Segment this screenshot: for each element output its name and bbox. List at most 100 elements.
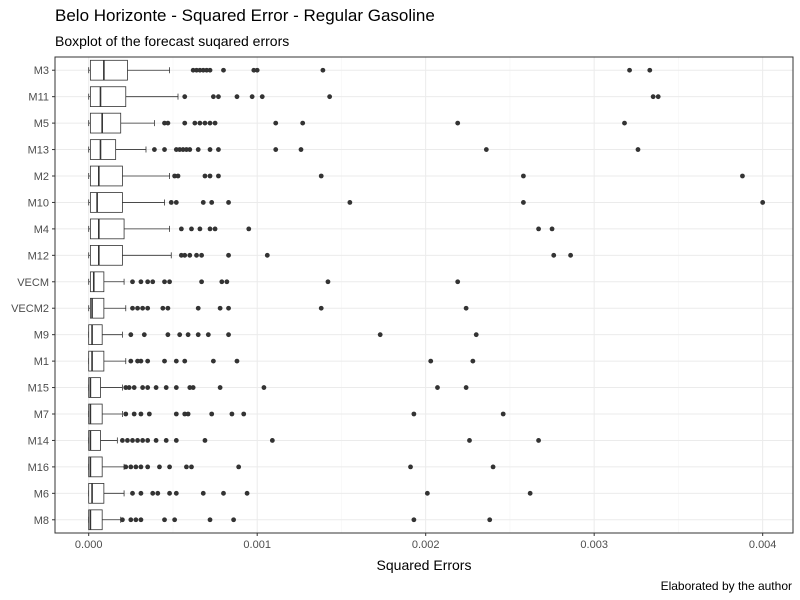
box-m14 xyxy=(88,430,541,451)
outlier-point xyxy=(133,517,139,523)
outlier-point xyxy=(130,438,135,443)
outlier-point xyxy=(635,147,641,152)
y-tick-label: M6 xyxy=(34,488,49,500)
outlier-point xyxy=(128,332,134,338)
outlier-point xyxy=(226,252,231,258)
outlier-point xyxy=(325,279,331,285)
outlier-point xyxy=(163,385,169,390)
y-tick-label: M12 xyxy=(28,250,49,262)
outlier-point xyxy=(140,305,146,311)
box-m13 xyxy=(88,139,641,160)
outlier-point xyxy=(173,438,179,443)
outlier-point xyxy=(408,464,413,470)
chart-subtitle: Boxplot of the forecast suqared errors xyxy=(55,33,290,49)
box-iqr xyxy=(88,456,103,478)
outlier-point xyxy=(165,305,171,311)
outlier-point xyxy=(135,358,140,364)
outlier-point xyxy=(210,94,216,100)
outlier-point xyxy=(455,279,461,285)
x-tick-label: 0.004 xyxy=(749,539,777,551)
outlier-point xyxy=(173,411,179,417)
outlier-point xyxy=(119,438,125,443)
box-iqr xyxy=(89,271,105,293)
box-iqr xyxy=(89,139,117,160)
outlier-point xyxy=(236,464,242,470)
y-tick-label: M8 xyxy=(34,515,49,527)
outlier-point xyxy=(536,226,541,232)
outlier-point xyxy=(165,332,171,338)
box-iqr xyxy=(89,218,125,240)
outlier-point xyxy=(130,490,135,496)
y-tick-label: M10 xyxy=(28,197,49,209)
outlier-point xyxy=(300,120,306,126)
outlier-point xyxy=(152,147,157,152)
outlier-point xyxy=(128,358,134,364)
outlier-point xyxy=(150,490,156,496)
outlier-point xyxy=(145,464,151,470)
box-iqr xyxy=(89,245,123,266)
x-axis-title: Squared Errors xyxy=(377,557,472,573)
y-tick-label: M5 xyxy=(34,118,49,130)
outlier-point xyxy=(135,438,140,443)
outlier-point xyxy=(490,464,496,470)
outlier-point xyxy=(226,305,231,311)
outlier-point xyxy=(254,67,260,73)
outlier-point xyxy=(167,279,172,285)
outlier-point xyxy=(428,358,434,364)
box-iqr xyxy=(88,509,103,531)
outlier-point xyxy=(470,358,476,364)
outlier-point xyxy=(189,226,194,232)
outlier-point xyxy=(207,173,213,179)
outlier-point xyxy=(153,385,159,390)
outlier-point xyxy=(119,517,125,523)
outlier-point xyxy=(212,120,218,126)
box-m7 xyxy=(88,403,506,425)
outlier-point xyxy=(167,464,172,470)
outlier-point xyxy=(217,305,223,311)
box-iqr xyxy=(88,324,103,345)
outlier-point xyxy=(178,252,184,258)
outlier-point xyxy=(182,411,188,417)
outlier-point xyxy=(234,358,240,364)
box-vecm2 xyxy=(88,297,469,319)
outlier-point xyxy=(145,438,151,443)
outlier-point xyxy=(244,490,250,496)
outlier-point xyxy=(173,358,179,364)
box-m6 xyxy=(88,483,533,504)
outlier-point xyxy=(216,147,221,152)
box-m9 xyxy=(88,324,479,345)
box-m8 xyxy=(88,509,493,531)
outlier-point xyxy=(536,438,541,443)
outlier-point xyxy=(463,305,469,311)
outlier-point xyxy=(298,147,304,152)
outlier-point xyxy=(197,67,203,73)
outlier-point xyxy=(500,411,506,417)
box-vecm xyxy=(88,271,461,293)
outlier-point xyxy=(221,67,226,73)
outlier-point xyxy=(173,490,179,496)
box-iqr xyxy=(88,350,105,372)
y-tick-label: M1 xyxy=(34,356,49,368)
outlier-point xyxy=(138,358,144,364)
outlier-point xyxy=(463,385,469,390)
box-iqr xyxy=(89,59,128,81)
outlier-point xyxy=(138,411,144,417)
outlier-point xyxy=(200,200,206,205)
outlier-point xyxy=(760,200,766,205)
outlier-point xyxy=(138,464,144,470)
y-tick-label: M3 xyxy=(34,65,49,77)
outlier-point xyxy=(173,385,179,390)
outlier-point xyxy=(655,94,661,100)
outlier-point xyxy=(199,252,204,258)
outlier-point xyxy=(138,517,144,523)
outlier-point xyxy=(209,200,215,205)
box-m12 xyxy=(88,245,573,266)
outlier-point xyxy=(231,517,237,523)
box-iqr xyxy=(88,377,101,398)
outlier-point xyxy=(155,490,161,496)
outlier-point xyxy=(527,490,533,496)
outlier-point xyxy=(123,464,129,470)
outlier-point xyxy=(200,490,206,496)
box-iqr xyxy=(89,192,123,213)
outlier-point xyxy=(209,411,215,417)
